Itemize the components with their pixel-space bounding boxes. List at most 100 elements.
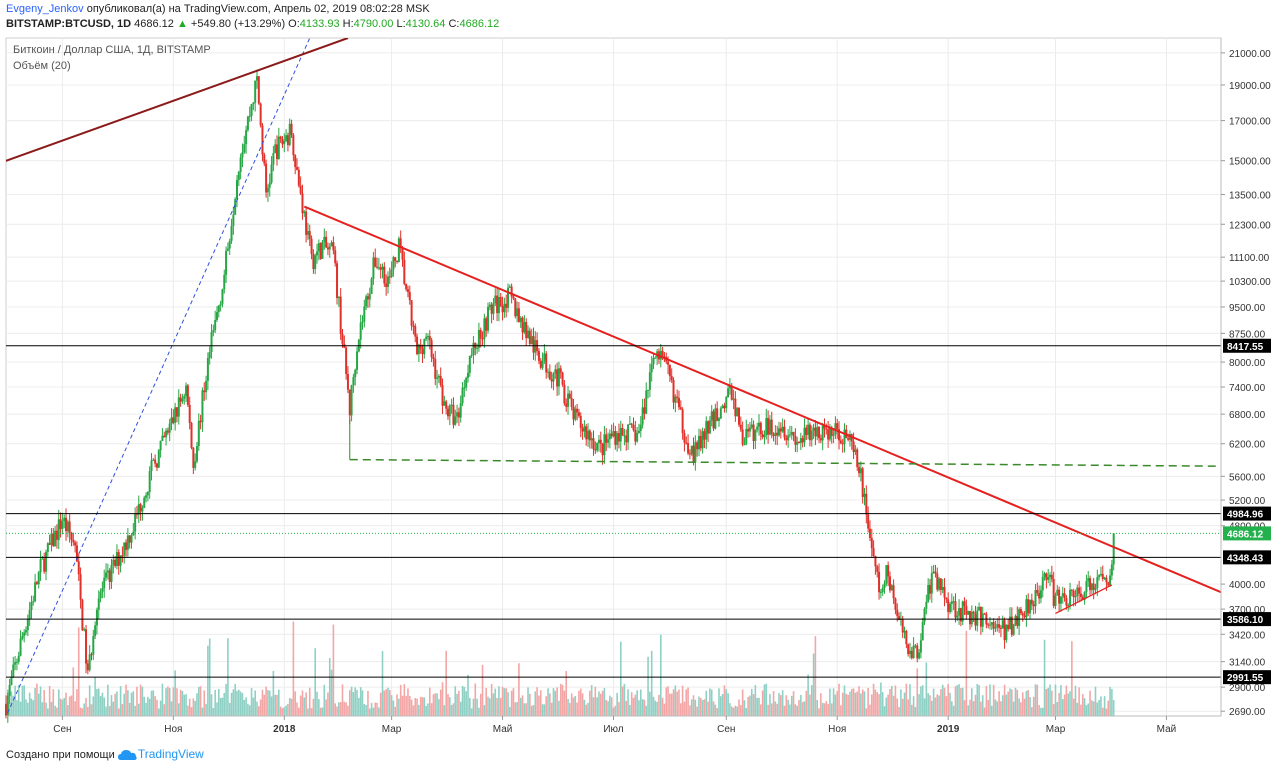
volume-bar bbox=[32, 700, 35, 716]
price-tick-label: 21000.00 bbox=[1229, 49, 1271, 60]
volume-bar bbox=[812, 653, 815, 716]
candle bbox=[679, 400, 682, 411]
volume-bar bbox=[698, 696, 700, 716]
candle bbox=[316, 243, 319, 264]
volume-bar bbox=[503, 688, 506, 716]
volume-bar bbox=[345, 702, 347, 716]
volume-bar bbox=[996, 701, 999, 716]
candle-body bbox=[32, 601, 35, 603]
candle bbox=[5, 695, 7, 719]
candle bbox=[279, 135, 282, 144]
candle-body bbox=[1083, 591, 1086, 600]
candle bbox=[865, 485, 868, 524]
candle-body bbox=[938, 578, 941, 590]
volume-bar bbox=[800, 694, 802, 716]
volume-bar bbox=[427, 703, 429, 716]
candle bbox=[559, 365, 562, 379]
candle-body bbox=[732, 398, 735, 400]
candle-body bbox=[701, 431, 704, 449]
candle-body bbox=[421, 348, 424, 355]
volume-bar bbox=[838, 683, 840, 716]
author-link[interactable]: Evgeny_Jenkov bbox=[6, 3, 84, 15]
candle-body bbox=[750, 424, 753, 428]
candle-body bbox=[397, 238, 400, 262]
candle bbox=[406, 285, 409, 298]
volume-bar bbox=[587, 702, 589, 716]
candle bbox=[810, 425, 813, 447]
volume-bar bbox=[978, 685, 980, 716]
candle bbox=[325, 230, 328, 249]
volume-bar bbox=[543, 704, 546, 716]
candle-body bbox=[677, 397, 680, 408]
candle bbox=[652, 353, 655, 370]
candle-body bbox=[1018, 609, 1021, 627]
candle bbox=[305, 207, 308, 243]
candle bbox=[758, 414, 761, 436]
volume-bar bbox=[499, 697, 502, 716]
volume-bar bbox=[307, 708, 309, 716]
volume-bar bbox=[77, 627, 80, 716]
candle-body bbox=[659, 350, 662, 360]
candle-body bbox=[838, 429, 841, 441]
candle bbox=[785, 434, 788, 446]
volume-bar bbox=[236, 690, 238, 716]
candle bbox=[341, 328, 344, 348]
volume-bar bbox=[34, 688, 36, 716]
price-tick-label: 2690.00 bbox=[1229, 707, 1266, 718]
candle bbox=[399, 230, 402, 254]
candle bbox=[1052, 571, 1055, 609]
volume-bar bbox=[394, 706, 397, 716]
candle-body bbox=[527, 330, 530, 339]
volume-bar bbox=[85, 697, 87, 716]
candle bbox=[870, 528, 873, 557]
candle-body bbox=[294, 155, 297, 168]
candle-body bbox=[115, 552, 118, 567]
tradingview-brand[interactable]: TradingView bbox=[137, 747, 204, 761]
candle bbox=[708, 416, 711, 435]
volume-bar bbox=[1071, 641, 1073, 716]
candle-body bbox=[292, 135, 295, 156]
volume-bar bbox=[119, 686, 122, 716]
volume-bar bbox=[141, 686, 144, 716]
candle bbox=[505, 294, 508, 318]
grid bbox=[6, 38, 1221, 716]
candle-body bbox=[479, 329, 482, 339]
candle bbox=[876, 564, 879, 578]
candle bbox=[19, 630, 22, 657]
volume-bar bbox=[194, 700, 196, 716]
volume-bar bbox=[214, 689, 216, 716]
volume-bar bbox=[743, 700, 746, 716]
candle bbox=[741, 421, 744, 447]
candle bbox=[687, 434, 690, 456]
candle-body bbox=[35, 582, 38, 585]
candle bbox=[108, 568, 111, 590]
candle bbox=[330, 240, 333, 247]
candle bbox=[745, 419, 748, 446]
volume-bar bbox=[290, 698, 293, 716]
candle-body bbox=[261, 125, 264, 155]
volume-bar bbox=[925, 662, 928, 716]
candle bbox=[197, 413, 200, 451]
candle-body bbox=[134, 513, 137, 532]
candle bbox=[812, 423, 815, 439]
candle-body bbox=[265, 163, 268, 193]
volume-bar bbox=[887, 694, 889, 716]
candle bbox=[752, 420, 755, 450]
volume-bar bbox=[36, 683, 38, 716]
volume-bar bbox=[330, 669, 333, 716]
volume-bar bbox=[994, 699, 997, 716]
candle-body bbox=[206, 357, 209, 381]
candle-body bbox=[359, 322, 362, 340]
candle-body bbox=[730, 385, 733, 400]
candle bbox=[1059, 596, 1062, 612]
candle bbox=[1054, 592, 1057, 610]
candle-body bbox=[617, 433, 620, 442]
volume-bar bbox=[490, 684, 493, 716]
candle-body bbox=[743, 444, 746, 446]
candle-body bbox=[839, 440, 842, 444]
candle-body bbox=[152, 459, 155, 461]
candle bbox=[1014, 614, 1017, 627]
candle bbox=[968, 610, 971, 630]
volume-bar bbox=[785, 695, 788, 716]
